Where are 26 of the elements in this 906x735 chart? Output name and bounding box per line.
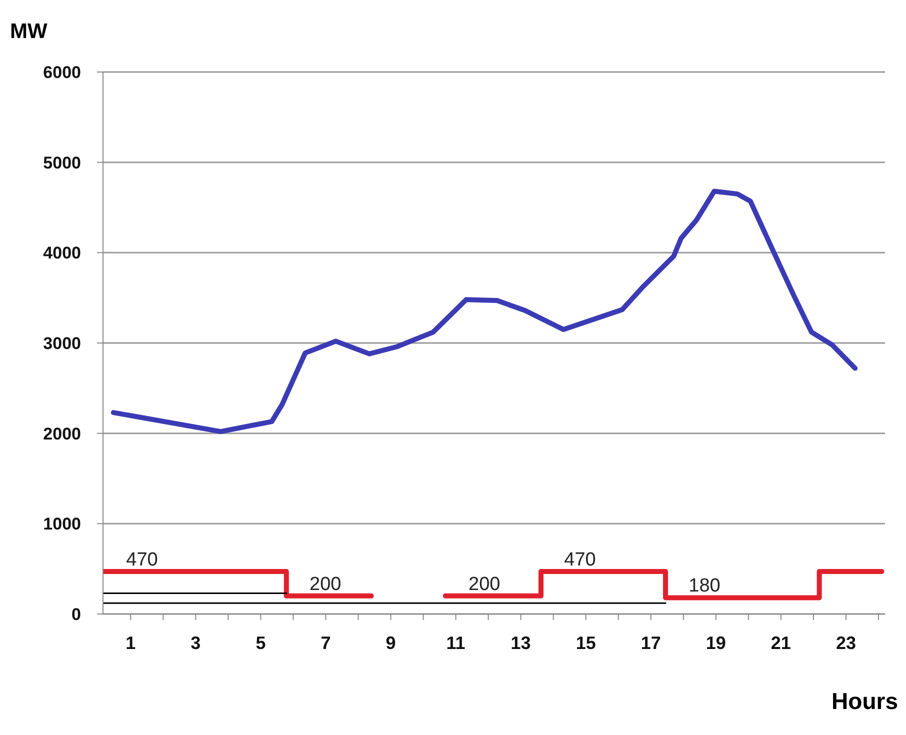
y-tick-label: 1000	[43, 514, 81, 534]
x-tick-label: 19	[706, 632, 726, 653]
data-label: 200	[310, 574, 342, 595]
y-tick-label: 5000	[43, 153, 81, 172]
x-tick-label: 17	[640, 632, 661, 653]
x-tick-label: 1	[126, 632, 136, 653]
y-tick-label: 2000	[43, 424, 81, 444]
x-tick-label: 15	[576, 632, 596, 653]
x-tick-label: 11	[446, 632, 466, 653]
y-axis-title: MW	[10, 20, 48, 44]
x-tick-label: 21	[770, 632, 791, 653]
x-tick-label: 13	[510, 632, 531, 653]
data-label: 470	[564, 550, 596, 571]
x-tick-label: 5	[256, 632, 266, 653]
y-tick-label: 3000	[43, 334, 81, 354]
x-tick-label: 9	[386, 632, 396, 653]
data-label: 470	[126, 550, 158, 571]
x-axis-title: Hours	[832, 688, 898, 715]
y-tick-label: 0	[72, 605, 81, 624]
y-tick-label: 6000	[43, 63, 81, 82]
x-tick-label: 23	[836, 632, 856, 653]
data-label: 180	[688, 576, 720, 597]
y-tick-label: 4000	[43, 244, 81, 263]
data-label: 200	[468, 574, 500, 595]
x-tick-label: 3	[190, 632, 201, 653]
x-tick-label: 7	[320, 632, 331, 653]
